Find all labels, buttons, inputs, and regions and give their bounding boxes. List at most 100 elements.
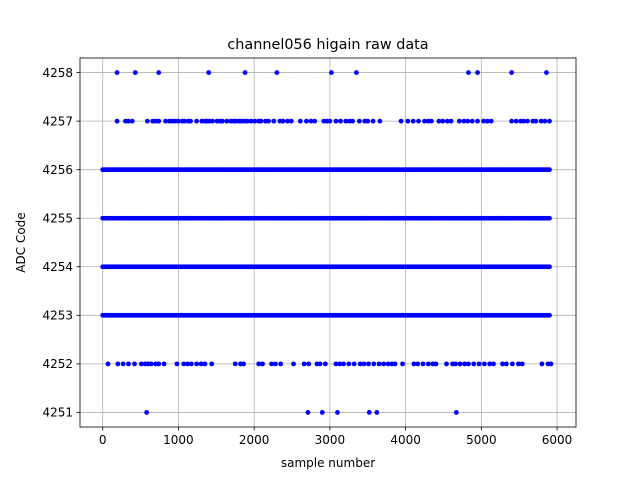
chart-title: channel056 higain raw data: [227, 37, 428, 53]
data-point: [444, 361, 449, 367]
data-point: [539, 361, 545, 367]
data-point: [461, 118, 467, 124]
data-point: [357, 118, 362, 124]
data-point: [206, 70, 212, 75]
data-point: [120, 361, 126, 367]
data-point: [181, 361, 187, 367]
data-point: [547, 215, 552, 221]
data-point: [411, 361, 417, 367]
data-point: [297, 118, 303, 124]
data-point: [338, 118, 343, 124]
data-point: [481, 361, 487, 367]
data-point: [377, 118, 383, 124]
data-point: [453, 410, 459, 415]
data-point: [353, 70, 359, 75]
data-point: [280, 118, 286, 124]
data-series-level-4251: [144, 410, 459, 415]
data-point: [548, 361, 554, 367]
x-tick-label: 1000: [163, 433, 194, 447]
data-point: [272, 361, 278, 367]
data-point: [365, 118, 371, 124]
data-point: [513, 118, 519, 124]
data-point: [132, 361, 137, 367]
data-series-level-4253: [100, 312, 552, 318]
data-point: [194, 361, 200, 367]
data-point: [126, 118, 131, 124]
data-point: [305, 410, 311, 415]
data-point: [176, 118, 181, 124]
x-tick-label: 5000: [466, 433, 497, 447]
data-point: [288, 118, 294, 124]
data-point: [547, 264, 552, 270]
data-point: [376, 361, 382, 367]
y-ticks: 4251 4252 4253 4254 4255 4256 4257 4258: [42, 66, 80, 420]
grid: [80, 58, 576, 427]
data-point: [327, 118, 333, 124]
data-point: [241, 361, 246, 367]
data-point: [542, 118, 548, 124]
data-point: [163, 118, 168, 124]
data-point: [256, 361, 262, 367]
data-point: [285, 118, 290, 124]
y-tick-label: 4253: [42, 309, 73, 323]
data-series-level-4252: [105, 361, 554, 367]
data-point: [475, 70, 480, 75]
data-point: [448, 118, 454, 124]
data-point: [126, 361, 131, 367]
data-point: [333, 118, 339, 124]
data-point: [271, 118, 277, 124]
y-tick-label: 4255: [42, 212, 73, 226]
data-point: [312, 118, 318, 124]
data-point: [278, 361, 284, 367]
data-point: [457, 361, 463, 367]
data-point: [410, 118, 416, 124]
data-points: [100, 70, 554, 415]
data-point: [516, 361, 521, 367]
data-point: [244, 118, 250, 124]
data-point: [343, 118, 349, 124]
data-series-level-4255: [100, 215, 552, 221]
data-point: [198, 361, 204, 367]
y-tick-label: 4254: [42, 260, 73, 274]
data-point: [260, 361, 265, 367]
data-point: [503, 361, 509, 367]
data-point: [156, 70, 162, 75]
data-point: [319, 410, 325, 415]
data-point: [144, 118, 150, 124]
data-point: [317, 361, 323, 367]
data-point: [242, 70, 248, 75]
data-point: [509, 361, 515, 367]
data-point: [210, 118, 215, 124]
plot-frame: [79, 57, 577, 428]
data-point: [444, 118, 450, 124]
data-series-level-4254: [100, 264, 552, 270]
data-point: [361, 361, 367, 367]
data-point: [374, 410, 380, 415]
data-point: [185, 361, 190, 367]
data-point: [341, 361, 346, 367]
data-point: [476, 361, 482, 367]
data-point: [333, 361, 339, 367]
data-point: [466, 70, 471, 75]
data-point: [266, 118, 271, 124]
data-point: [465, 118, 471, 124]
data-point: [544, 70, 549, 75]
y-tick-label: 4256: [42, 163, 73, 177]
data-point: [416, 118, 421, 124]
data-point: [519, 361, 525, 367]
data-point: [385, 361, 391, 367]
data-point: [525, 118, 530, 124]
data-point: [194, 118, 200, 124]
data-point: [469, 118, 475, 124]
data-point: [462, 361, 468, 367]
x-axis-label: sample number: [281, 456, 375, 470]
data-series-level-4257: [114, 118, 552, 124]
data-point: [114, 70, 120, 75]
data-point: [346, 361, 352, 367]
data-point: [400, 361, 405, 367]
data-point: [301, 361, 307, 367]
data-point: [188, 361, 194, 367]
data-point: [481, 118, 487, 124]
data-point: [533, 118, 539, 124]
